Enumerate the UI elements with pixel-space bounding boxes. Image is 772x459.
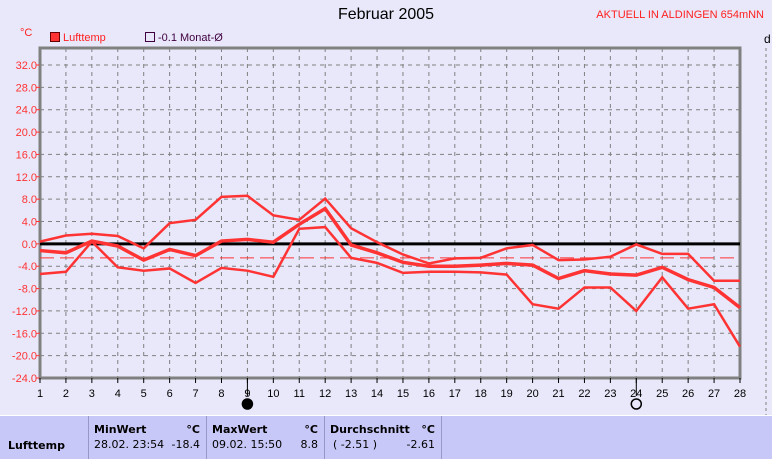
min-unit: °C bbox=[186, 423, 200, 436]
average-cell: Durchschnitt °C ( -2.51 ) -2.61 bbox=[325, 416, 442, 459]
max-header: MaxWert bbox=[212, 423, 268, 436]
max-cell: MaxWert °C 09.02. 15:50 8.8 bbox=[207, 416, 325, 459]
average-bracket: ( -2.51 ) bbox=[333, 438, 378, 451]
max-unit: °C bbox=[304, 423, 318, 436]
y-tick-label: 8.0 bbox=[22, 194, 37, 206]
x-tick-label: 13 bbox=[345, 388, 357, 400]
y-tick-label: -24.0 bbox=[12, 373, 37, 385]
x-tick-label: 8 bbox=[218, 388, 224, 400]
x-tick-label: 18 bbox=[475, 388, 487, 400]
y-tick-label: 28.0 bbox=[16, 82, 37, 94]
x-tick-label: 21 bbox=[552, 388, 564, 400]
y-tick-label: 4.0 bbox=[22, 217, 37, 229]
legend-swatch-icon bbox=[50, 32, 60, 42]
x-tick-label: 4 bbox=[115, 388, 121, 400]
y-tick-label: 32.0 bbox=[16, 60, 37, 72]
x-tick-label: 26 bbox=[682, 388, 694, 400]
y-tick-label: -20.0 bbox=[12, 351, 37, 363]
max-time: 09.02. 15:50 bbox=[212, 438, 283, 451]
right-axis-label: d bbox=[764, 32, 771, 46]
min-value: -18.4 bbox=[171, 438, 200, 451]
x-tick-label: 11 bbox=[294, 388, 305, 400]
y-tick-label: 20.0 bbox=[16, 127, 37, 139]
x-tick-label: 7 bbox=[192, 388, 198, 400]
x-tick-label: 19 bbox=[501, 388, 513, 400]
average-header: Durchschnitt bbox=[330, 423, 410, 436]
full-moon-icon bbox=[630, 398, 643, 410]
row-label: Lufttemp bbox=[8, 439, 65, 452]
x-tick-label: 28 bbox=[734, 388, 746, 400]
x-tick-label: 20 bbox=[526, 388, 538, 400]
x-tick-label: 5 bbox=[141, 388, 147, 400]
station-label: AKTUELL IN ALDINGEN 654mNN bbox=[596, 9, 764, 21]
y-tick-label: -4.0 bbox=[18, 261, 37, 273]
series-max-line bbox=[39, 194, 740, 282]
plot-frame bbox=[38, 46, 742, 380]
average-value: -2.61 bbox=[406, 438, 435, 451]
y-tick-label: -16.0 bbox=[12, 328, 37, 340]
min-cell: MinWert °C 28.02. 23:54 -18.4 bbox=[89, 416, 207, 459]
min-time: 28.02. 23:54 bbox=[94, 438, 165, 451]
y-tick-label: 24.0 bbox=[16, 105, 37, 117]
x-tick-label: 17 bbox=[449, 388, 461, 400]
series-min-line bbox=[39, 225, 742, 348]
temperature-chart: 32.0 28.0 24.0 20.0 16.0 12.0 8.0 4.0 0.0 -4.0 -8.… bbox=[12, 46, 767, 415]
x-tick-label: 3 bbox=[89, 388, 95, 400]
x-tick-label: 1 bbox=[37, 388, 43, 400]
max-value: 8.8 bbox=[300, 438, 319, 451]
legend-swatch-icon bbox=[145, 32, 155, 42]
x-tick-label: 6 bbox=[167, 388, 173, 400]
stats-table: Lufttemp MinWert °C 28.02. 23:54 -18.4 Max… bbox=[0, 415, 772, 459]
x-tick-label: 23 bbox=[604, 388, 616, 400]
x-tick-label: 14 bbox=[371, 388, 383, 400]
x-tick-label: 22 bbox=[578, 388, 590, 400]
y-tick-label: 0.0 bbox=[22, 239, 37, 251]
chart-title: Februar 2005 bbox=[337, 6, 435, 23]
y-tick-label: 16.0 bbox=[16, 149, 37, 161]
row-label-cell: Lufttemp bbox=[0, 416, 89, 459]
average-unit: °C bbox=[421, 423, 435, 436]
x-tick-label: 27 bbox=[708, 388, 720, 400]
x-tick-label: 12 bbox=[319, 388, 331, 400]
x-tick-label: 25 bbox=[656, 388, 668, 400]
legend-monthly-average: -0.1 Monat-Ø bbox=[145, 32, 223, 44]
min-header: MinWert bbox=[94, 423, 147, 436]
legend-label: Lufttemp bbox=[63, 32, 106, 44]
y-tick-label: -8.0 bbox=[18, 284, 37, 296]
y-unit-label: °C bbox=[20, 27, 33, 39]
new-moon-icon bbox=[241, 398, 254, 410]
series-mean-line bbox=[39, 206, 742, 309]
legend-label: -0.1 Monat-Ø bbox=[158, 32, 223, 44]
y-tick-label: -12.0 bbox=[12, 306, 37, 318]
y-tick-label: 12.0 bbox=[16, 172, 37, 184]
x-tick-label: 10 bbox=[267, 388, 279, 400]
x-tick-label: 15 bbox=[397, 388, 409, 400]
legend-lufttemp: Lufttemp bbox=[50, 32, 106, 44]
x-tick-label: 16 bbox=[423, 388, 435, 400]
x-tick-label: 2 bbox=[63, 388, 69, 400]
